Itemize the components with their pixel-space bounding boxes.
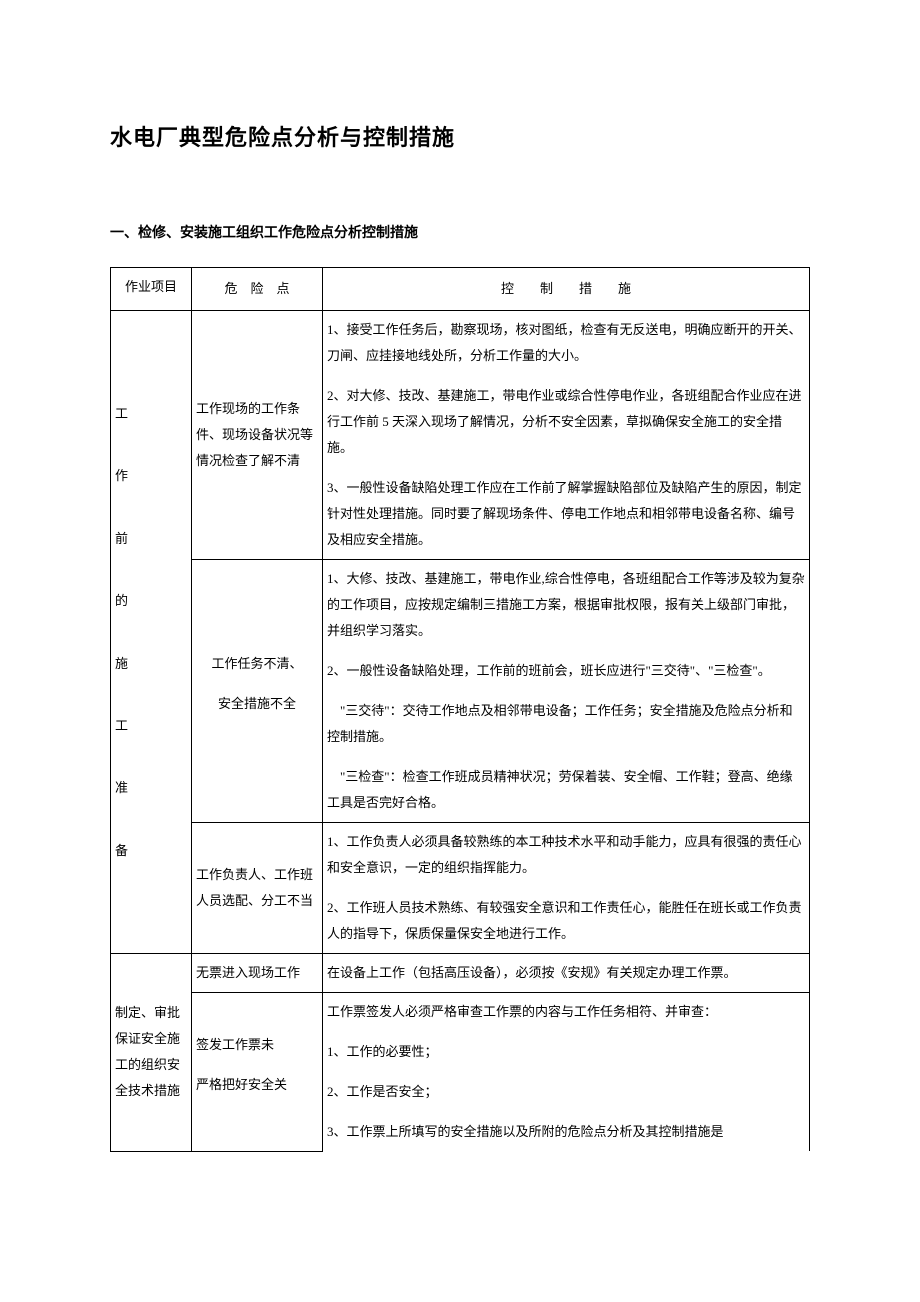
table-row: 签发工作票未严格把好安全关 工作票签发人必须严格审查工作票的内容与工作任务相符、… (111, 993, 810, 1152)
table-header-row: 作业项目 危 险 点 控 制 措 施 (111, 268, 810, 311)
cell-risk: 签发工作票未严格把好安全关 (192, 993, 323, 1152)
cell-measure: 1、工作负责人必须具备较熟练的本工种技术水平和动手能力，应具有很强的责任心和安全… (323, 823, 810, 954)
section-subtitle: 一、检修、安装施工组织工作危险点分析控制措施 (110, 222, 810, 242)
cell-risk: 工作任务不清、安全措施不全 (192, 560, 323, 823)
table-row: 工 作 前 的 施 工 准 备 工作现场的工作条件、现场设备状况等情况检查了解不… (111, 311, 810, 560)
risk-analysis-table: 作业项目 危 险 点 控 制 措 施 工 作 前 的 施 工 准 备 工作现场的… (110, 267, 810, 1152)
cell-measure: 在设备上工作（包括高压设备），必须按《安规》有关规定办理工作票。 (323, 954, 810, 993)
cell-measure: 1、大修、技改、基建施工，带电作业,综合性停电，各班组配合工作等涉及较为复杂的工… (323, 560, 810, 823)
cell-measure: 1、接受工作任务后，勘察现场，核对图纸，检查有无反送电，明确应断开的开关、刀闸、… (323, 311, 810, 560)
cell-project: 工 作 前 的 施 工 准 备 (111, 311, 192, 954)
cell-risk: 工作负责人、工作班人员选配、分工不当 (192, 823, 323, 954)
header-risk: 危 险 点 (192, 268, 323, 311)
header-measure: 控 制 措 施 (323, 268, 810, 311)
header-project: 作业项目 (111, 268, 192, 311)
cell-project: 制定、审批保证安全施工的组织安全技术措施 (111, 954, 192, 1152)
cell-risk: 无票进入现场工作 (192, 954, 323, 993)
cell-risk: 工作现场的工作条件、现场设备状况等情况检查了解不清 (192, 311, 323, 560)
table-row: 工作负责人、工作班人员选配、分工不当 1、工作负责人必须具备较熟练的本工种技术水… (111, 823, 810, 954)
cell-measure: 工作票签发人必须严格审查工作票的内容与工作任务相符、并审查：1、工作的必要性；2… (323, 993, 810, 1152)
table-row: 工作任务不清、安全措施不全 1、大修、技改、基建施工，带电作业,综合性停电，各班… (111, 560, 810, 823)
table-row: 制定、审批保证安全施工的组织安全技术措施 无票进入现场工作 在设备上工作（包括高… (111, 954, 810, 993)
page-title: 水电厂典型危险点分析与控制措施 (110, 120, 810, 152)
